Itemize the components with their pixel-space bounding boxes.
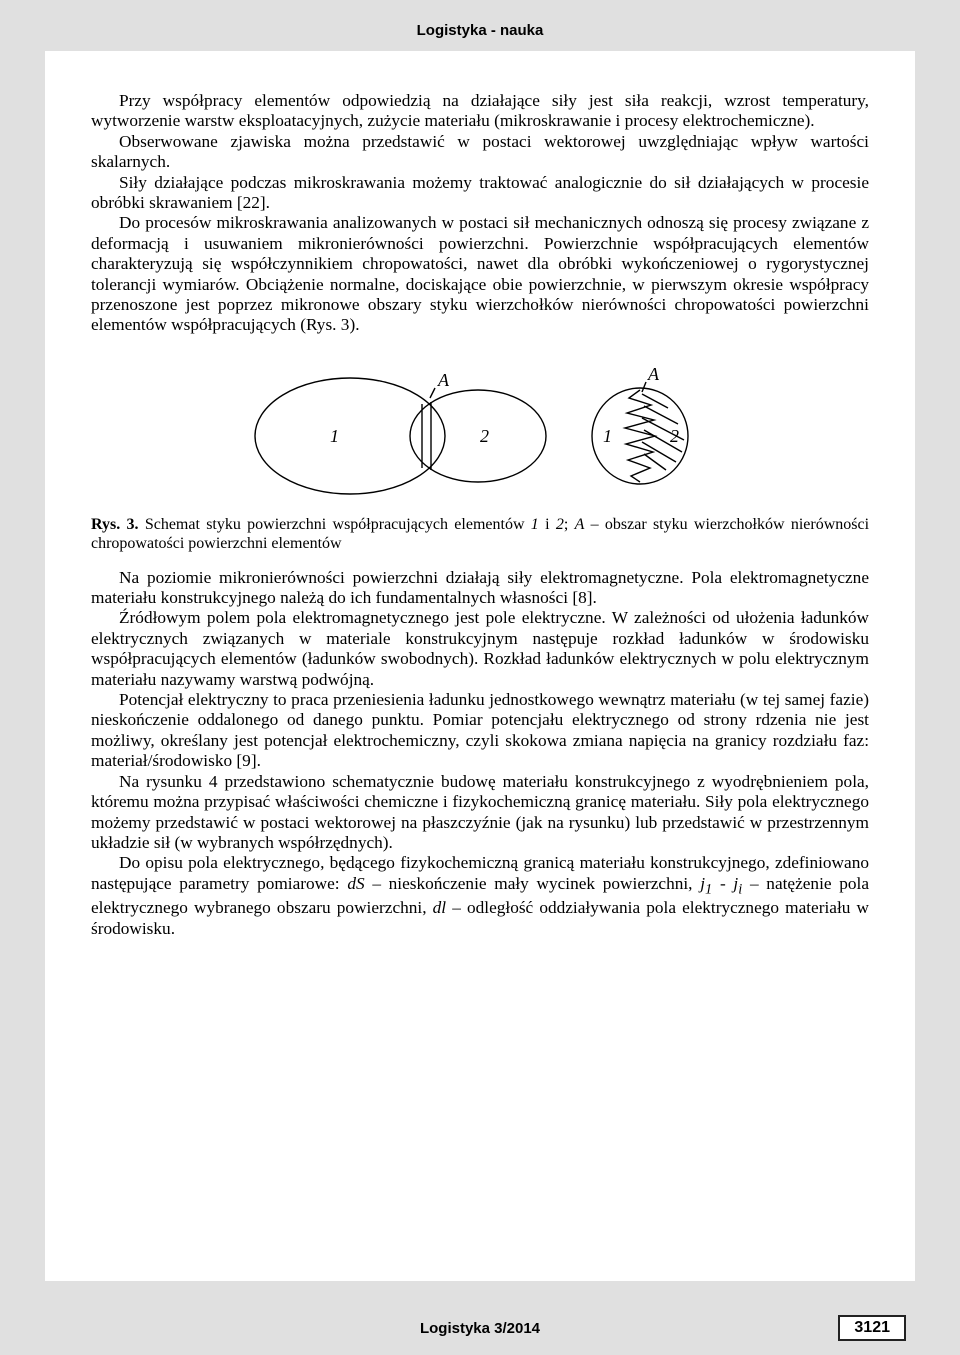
header-title: Logistyka - nauka [417, 22, 544, 39]
paragraph: Obserwowane zjawiska można przedstawić w… [91, 132, 869, 173]
footer: Logistyka 3/2014 [0, 1320, 960, 1337]
paragraph: Do opisu pola elektrycznego, będącego fi… [91, 853, 869, 939]
figure-3-svg: 1 2 A 1 2 A [230, 358, 730, 498]
paragraph: Na poziomie mikronierówności powierzchni… [91, 568, 869, 609]
page-number: 3121 [838, 1315, 906, 1341]
paragraph: Przy współpracy elementów odpowiedzią na… [91, 91, 869, 132]
sheet: Przy współpracy elementów odpowiedzią na… [45, 51, 915, 1281]
footer-title: Logistyka 3/2014 [420, 1320, 540, 1337]
caption-text: i [539, 516, 556, 533]
text: – nieskończenie mały wycinek powierzchni… [365, 874, 701, 893]
svg-text:A: A [647, 364, 660, 384]
svg-text:1: 1 [603, 426, 612, 446]
caption-var-2: 2 [556, 516, 564, 533]
figure-3-caption: Rys. 3. Schemat styku powierzchni współp… [91, 516, 869, 554]
caption-var-1: 1 [531, 516, 539, 533]
caption-lead: Rys. 3. [91, 516, 139, 533]
svg-text:2: 2 [480, 426, 489, 446]
caption-text: ; [564, 516, 575, 533]
running-header: Logistyka - nauka [0, 0, 960, 39]
svg-text:A: A [437, 370, 450, 390]
var-dS: dS [347, 874, 364, 893]
paragraph: Do procesów mikroskrawania analizowanych… [91, 213, 869, 335]
paragraph: Siły działające podczas mikroskrawania m… [91, 173, 869, 214]
caption-var-A: A [575, 516, 585, 533]
body-text-block-2: Na poziomie mikronierówności powierzchni… [91, 568, 869, 939]
figure-3: 1 2 A 1 2 A [91, 358, 869, 498]
var-ji: ji [733, 874, 742, 893]
svg-text:2: 2 [670, 426, 679, 446]
var-dl: dl [433, 898, 446, 917]
text: - [712, 874, 733, 893]
paragraph: Na rysunku 4 przedstawiono schematycznie… [91, 772, 869, 854]
body-text-block-1: Przy współpracy elementów odpowiedzią na… [91, 91, 869, 336]
var-j1: j1 [700, 874, 712, 893]
paragraph: Potencjał elektryczny to praca przeniesi… [91, 690, 869, 772]
caption-text: Schemat styku powierzchni współpracujący… [145, 516, 531, 533]
svg-text:1: 1 [330, 426, 339, 446]
page: Logistyka - nauka Przy współpracy elemen… [0, 0, 960, 1355]
paragraph: Źródłowym polem pola elektromagnetyczneg… [91, 608, 869, 690]
